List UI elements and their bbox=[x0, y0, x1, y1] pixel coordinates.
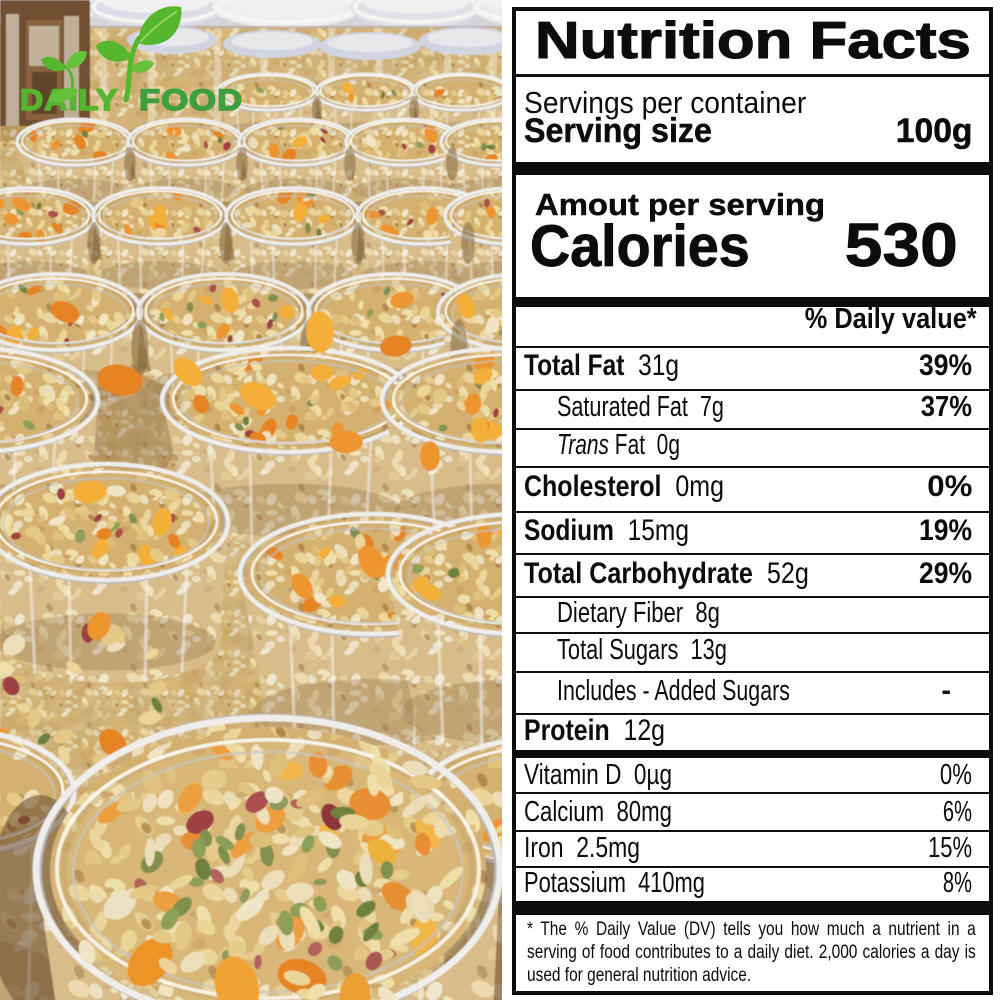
svg-text:FOOD: FOOD bbox=[139, 83, 243, 116]
